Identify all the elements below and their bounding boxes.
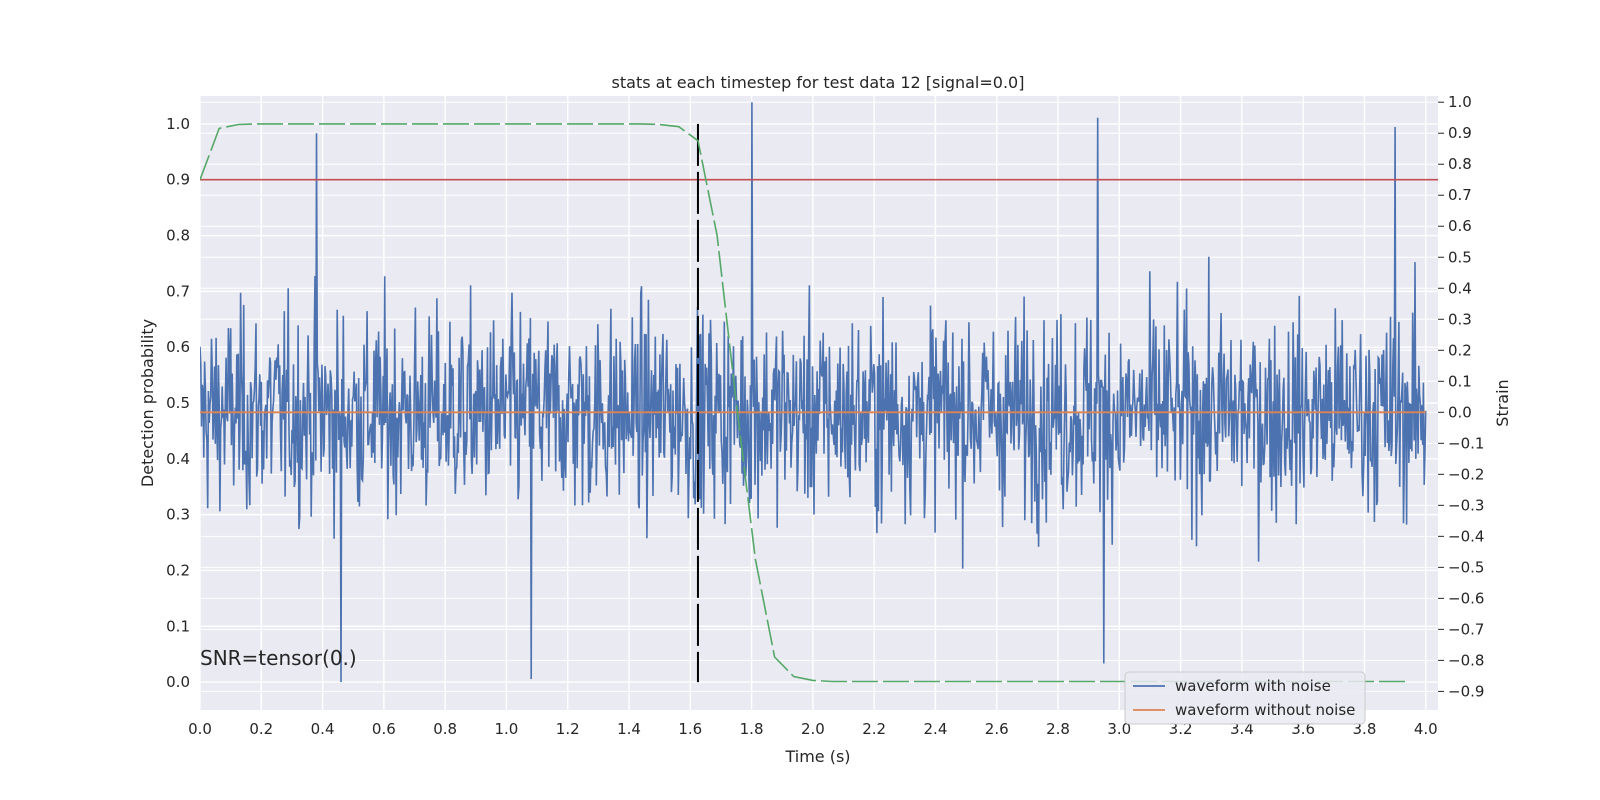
y-right-tick-label: −0.7 [1448,620,1484,638]
y-right-tick-label: −0.1 [1448,434,1484,452]
y-right-tick-label: 0.7 [1448,186,1472,204]
y-left-tick-label: 1.0 [166,115,190,133]
y-left-tick-label: 0.7 [166,282,190,300]
y-left-tick-label: 0.8 [166,227,190,245]
legend-box [1124,671,1366,725]
x-tick-label: 0.4 [311,720,335,738]
y-right-tick-label: 0.3 [1448,310,1472,328]
x-axis-label: Time (s) [784,747,850,766]
y-right-tick-label: −0.5 [1448,558,1484,576]
series-line-waveform-with-noise [200,102,1427,683]
y-right-tick-label: 0.2 [1448,341,1472,359]
y-right-tick-label: −0.3 [1448,496,1484,514]
y-left-tick-label: 0.9 [166,171,190,189]
legend-label-waveform-with-noise: waveform with noise [1175,677,1331,695]
y-right-axis-ticks: −0.9 −0.8 −0.7 −0.6 −0.5 −0.4 −0.3 −0.2 −0.1 0.0 0… [1438,93,1484,700]
y-right-tick-label: 0.8 [1448,155,1472,173]
y-left-axis-ticks: 0.0 0.1 0.2 0.3 0.4 0.5 0.6 0.7 0.8 0.9 1.0 [166,115,190,691]
y-left-tick-label: 0.3 [166,506,190,524]
x-tick-label: 0.8 [433,720,457,738]
y-left-tick-label: 0.6 [166,338,190,356]
y-right-tick-label: −0.9 [1448,682,1484,700]
x-tick-label: 1.6 [678,720,702,738]
y-right-tick-label: −0.2 [1448,465,1484,483]
x-tick-label: 2.6 [985,720,1009,738]
y-left-tick-label: 0.2 [166,561,190,579]
chart-title: stats at each timestep for test data 12 … [612,73,1025,92]
x-tick-label: 1.0 [495,720,519,738]
y-right-tick-label: 0.0 [1448,403,1472,421]
y-right-tick-label: 0.9 [1448,124,1472,142]
legend-label-waveform-without-noise: waveform without noise [1175,701,1355,719]
y-right-tick-label: 0.6 [1448,217,1472,235]
x-tick-label: 2.2 [862,720,886,738]
x-tick-label: 1.2 [556,720,580,738]
x-tick-label: 0.2 [249,720,273,738]
y-left-tick-label: 0.1 [166,617,190,635]
y-right-tick-label: −0.6 [1448,589,1484,607]
x-tick-label: 4.0 [1414,720,1438,738]
x-tick-label: 3.0 [1107,720,1131,738]
x-tick-label: 0.6 [372,720,396,738]
y-right-tick-label: 0.4 [1448,279,1472,297]
y-right-tick-label: −0.4 [1448,527,1484,545]
legend: waveform with noise waveform without noi… [1124,671,1366,725]
y-right-tick-label: −0.8 [1448,651,1484,669]
y-right-tick-label: 0.5 [1448,248,1472,266]
y-right-axis-label: Strain [1493,379,1512,426]
x-tick-label: 1.4 [617,720,641,738]
x-tick-label: 2.8 [1046,720,1070,738]
y-left-tick-label: 0.0 [166,673,190,691]
y-right-tick-label: 1.0 [1448,93,1472,111]
y-left-tick-label: 0.4 [166,450,190,468]
y-right-tick-label: 0.1 [1448,372,1472,390]
x-tick-label: 2.4 [924,720,948,738]
snr-annotation: SNR=tensor(0.) [200,646,357,670]
x-tick-label: 2.0 [801,720,825,738]
y-left-tick-label: 0.5 [166,394,190,412]
x-tick-label: 0.0 [188,720,212,738]
x-tick-label: 1.8 [740,720,764,738]
y-left-axis-label: Detection probability [138,319,157,487]
